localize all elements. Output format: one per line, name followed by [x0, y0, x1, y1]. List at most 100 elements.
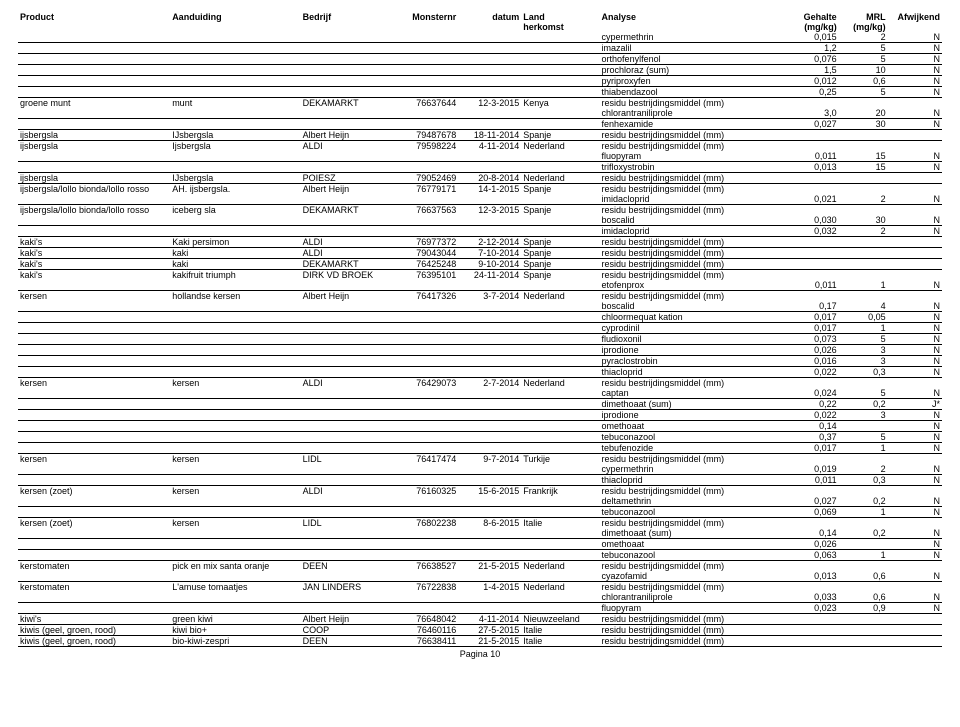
cell-product — [18, 388, 170, 399]
cell-land: Italie — [521, 625, 599, 636]
cell-datum — [458, 550, 521, 561]
cell-analyse: cypermethrin — [600, 464, 785, 475]
cell-gehalte — [784, 259, 838, 270]
cell-monsternr: 76638411 — [398, 636, 458, 647]
cell-gehalte: 0,011 — [784, 475, 838, 486]
cell-aanduiding: kaki — [170, 248, 300, 259]
cell-gehalte: 0,073 — [784, 334, 838, 345]
col-aanduiding: Aanduiding — [170, 12, 300, 22]
cell-product: kaki's — [18, 270, 170, 281]
cell-monsternr — [398, 215, 458, 226]
table-row: kaki'skakiALDI790430447-10-2014Spanjeres… — [18, 248, 942, 259]
cell-gehalte — [784, 248, 838, 259]
cell-mrl: 5 — [839, 388, 888, 399]
col-gehalte: Gehalte — [784, 12, 838, 22]
cell-datum: 7-10-2014 — [458, 248, 521, 259]
cell-monsternr — [398, 367, 458, 378]
cell-datum — [458, 108, 521, 119]
cell-monsternr: 76637644 — [398, 98, 458, 109]
cell-product: kaki's — [18, 259, 170, 270]
cell-mrl — [839, 561, 888, 572]
cell-bedrijf — [301, 496, 399, 507]
cell-product — [18, 162, 170, 173]
cell-gehalte: 0,017 — [784, 443, 838, 454]
cell-afwijkend: N — [888, 334, 942, 345]
cell-bedrijf — [301, 443, 399, 454]
cell-analyse: boscalid — [600, 215, 785, 226]
cell-mrl: 20 — [839, 108, 888, 119]
cell-product — [18, 301, 170, 312]
cell-gehalte: 0,017 — [784, 323, 838, 334]
cell-gehalte — [784, 625, 838, 636]
cell-afwijkend: N — [888, 367, 942, 378]
cell-analyse: residu bestrijdingsmiddel (mm) — [600, 291, 785, 302]
cell-product — [18, 54, 170, 65]
cell-monsternr — [398, 54, 458, 65]
cell-afwijkend — [888, 248, 942, 259]
cell-datum: 1-4-2015 — [458, 582, 521, 593]
cell-gehalte: 0,37 — [784, 432, 838, 443]
table-row: tebufenozide0,0171N — [18, 443, 942, 454]
cell-mrl — [839, 205, 888, 216]
cell-aanduiding — [170, 54, 300, 65]
cell-aanduiding — [170, 356, 300, 367]
table-row: tebuconazool0,0691N — [18, 507, 942, 518]
cell-monsternr: 76779171 — [398, 184, 458, 195]
cell-monsternr — [398, 496, 458, 507]
cell-land — [521, 432, 599, 443]
cell-gehalte: 0,023 — [784, 603, 838, 614]
table-row: dimethoaat (sum)0,140,2N — [18, 528, 942, 539]
cell-product: kerstomaten — [18, 561, 170, 572]
cell-mrl: 2 — [839, 226, 888, 237]
cell-analyse: pyraclostrobin — [600, 356, 785, 367]
cell-product — [18, 65, 170, 76]
cell-land — [521, 475, 599, 486]
cell-land — [521, 550, 599, 561]
cell-monsternr — [398, 32, 458, 43]
cell-aanduiding — [170, 410, 300, 421]
cell-afwijkend — [888, 205, 942, 216]
cell-product — [18, 108, 170, 119]
cell-aanduiding: Kaki persimon — [170, 237, 300, 248]
cell-afwijkend: N — [888, 312, 942, 323]
cell-monsternr — [398, 119, 458, 130]
cell-mrl — [839, 259, 888, 270]
cell-monsternr — [398, 301, 458, 312]
cell-product: kaki's — [18, 248, 170, 259]
cell-aanduiding: hollandse kersen — [170, 291, 300, 302]
cell-gehalte: 0,013 — [784, 162, 838, 173]
cell-land — [521, 226, 599, 237]
cell-datum: 4-11-2014 — [458, 614, 521, 625]
col-land: Land — [521, 12, 599, 22]
table-row: fluopyram0,0230,9N — [18, 603, 942, 614]
cell-product — [18, 496, 170, 507]
cell-datum — [458, 388, 521, 399]
cell-datum — [458, 432, 521, 443]
cell-gehalte: 0,019 — [784, 464, 838, 475]
cell-aanduiding — [170, 312, 300, 323]
cell-product — [18, 119, 170, 130]
cell-product — [18, 87, 170, 98]
cell-product: ijsbergsla — [18, 173, 170, 184]
cell-gehalte: 0,022 — [784, 367, 838, 378]
cell-gehalte: 0,024 — [784, 388, 838, 399]
cell-gehalte: 0,14 — [784, 528, 838, 539]
cell-afwijkend: N — [888, 226, 942, 237]
cell-product — [18, 571, 170, 582]
cell-mrl: 0,2 — [839, 496, 888, 507]
table-row: kersenhollandse kersenAlbert Heijn764173… — [18, 291, 942, 302]
cell-datum: 2-7-2014 — [458, 378, 521, 389]
cell-monsternr: 76637563 — [398, 205, 458, 216]
table-row: kaki'sKaki persimonALDI769773722-12-2014… — [18, 237, 942, 248]
cell-bedrijf — [301, 151, 399, 162]
cell-monsternr: 76429073 — [398, 378, 458, 389]
table-row: imidacloprid0,0322N — [18, 226, 942, 237]
cell-bedrijf: ALDI — [301, 378, 399, 389]
cell-bedrijf — [301, 323, 399, 334]
cell-product — [18, 43, 170, 54]
cell-mrl: 2 — [839, 464, 888, 475]
cell-bedrijf — [301, 432, 399, 443]
cell-land — [521, 528, 599, 539]
cell-monsternr — [398, 151, 458, 162]
cell-analyse: cypermethrin — [600, 32, 785, 43]
